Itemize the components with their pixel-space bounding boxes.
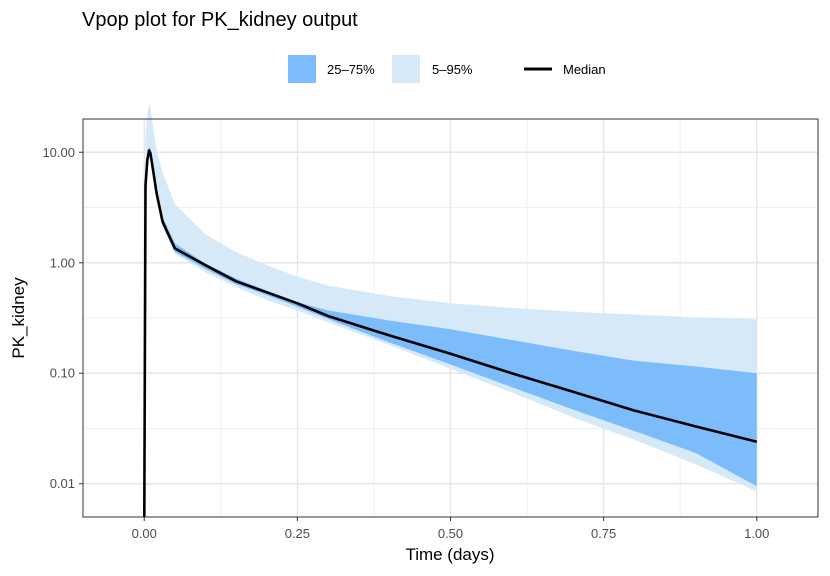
x-tick-label: 0.25 [285,526,310,541]
legend-label-5-95: 5–95% [432,62,473,77]
x-tick-label: 0.00 [132,526,157,541]
x-tick-label: 0.75 [591,526,616,541]
series-band-25-75 [144,146,757,518]
series-line-median [143,149,758,518]
x-axis-title: Time (days) [405,545,494,564]
x-tick-label: 0.50 [438,526,463,541]
y-tick-label: 0.10 [50,366,75,381]
legend-swatch-25-75 [288,55,316,83]
y-tick-label: 10.00 [42,145,75,160]
series-lines [143,149,758,518]
series-bands [144,102,757,518]
y-axis-ticks: 0.01 0.10 1.00 10.00 [42,145,83,491]
legend-label-median: Median [563,62,606,77]
legend: 25–75% 5–95% Median [288,55,606,83]
plot-panel [82,102,819,518]
x-axis-ticks: 0.00 0.25 0.50 0.75 1.00 [132,517,769,541]
chart-title: Vpop plot for PK_kidney output [82,9,358,31]
x-tick-label: 1.00 [744,526,769,541]
y-tick-label: 0.01 [50,476,75,491]
legend-label-25-75: 25–75% [327,62,375,77]
legend-swatch-5-95 [392,55,420,83]
y-tick-label: 1.00 [50,255,75,270]
y-axis-title: PK_kidney [9,277,28,359]
